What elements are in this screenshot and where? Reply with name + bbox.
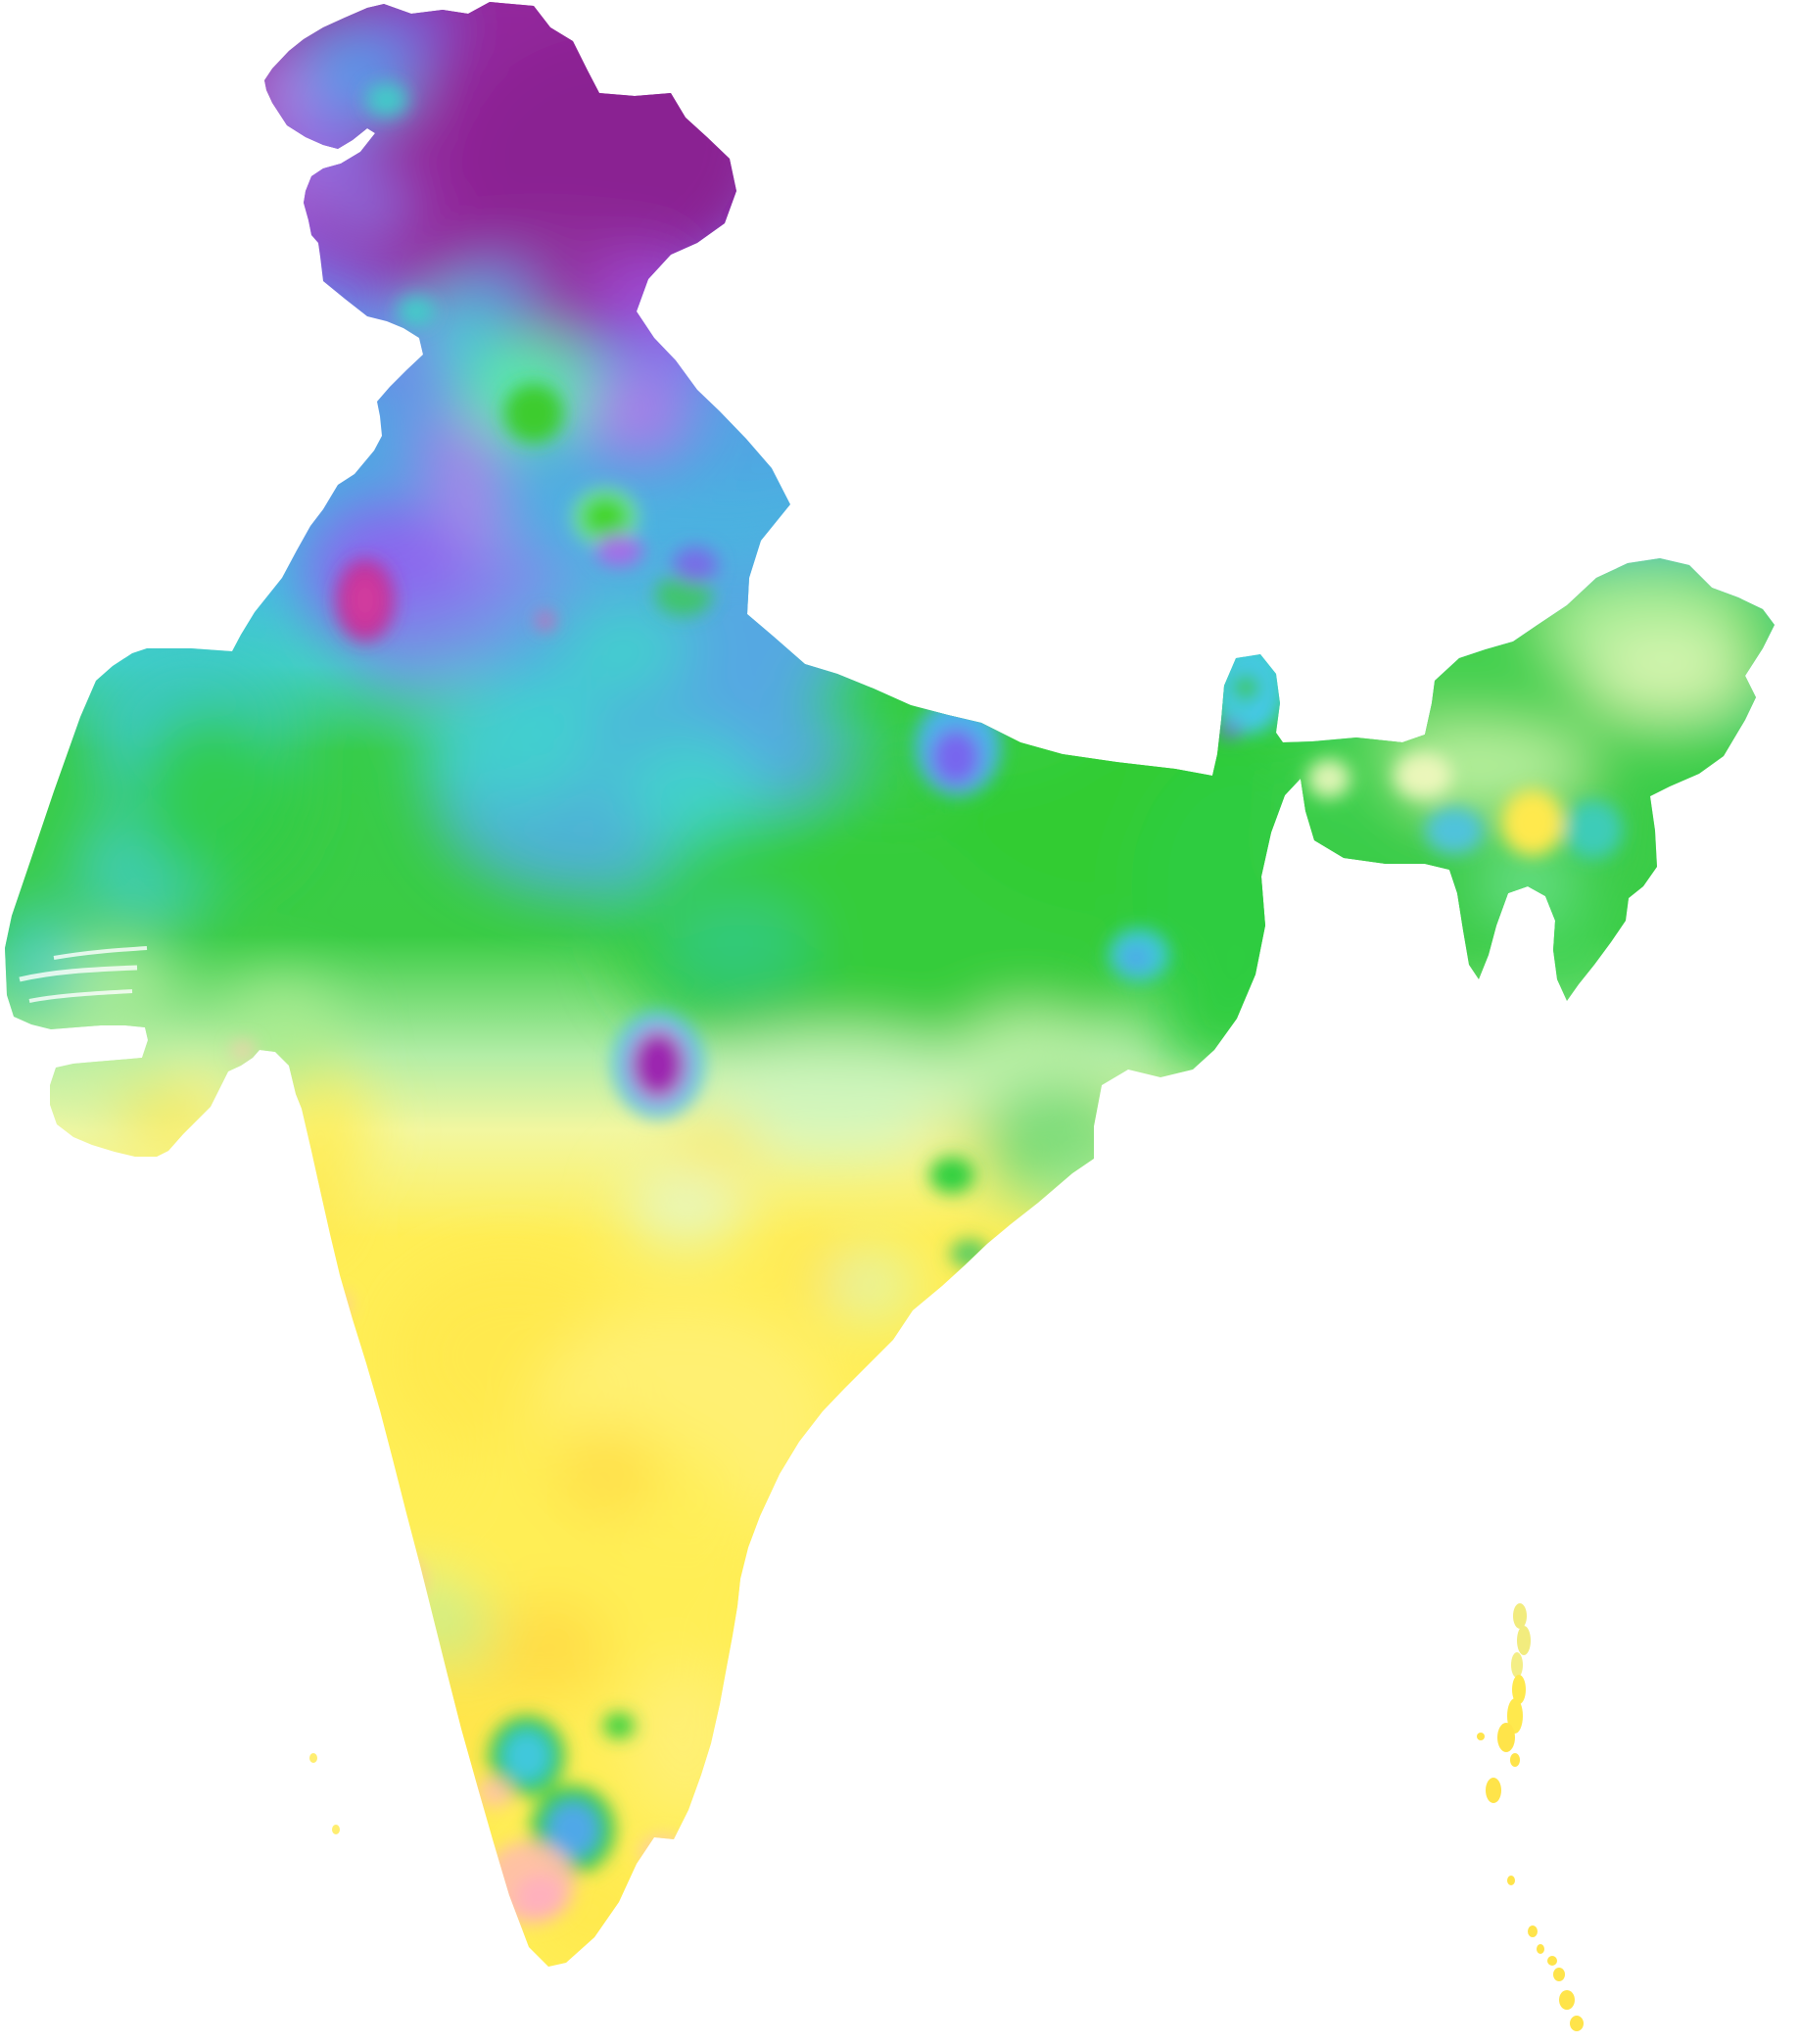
heat-blob xyxy=(47,1038,188,1101)
heat-blob xyxy=(929,1157,974,1194)
heat-blob xyxy=(563,604,690,692)
heat-blob xyxy=(1228,708,1246,724)
heat-blob xyxy=(1046,1156,1148,1238)
heat-blob xyxy=(1559,1990,1575,2010)
heat-blob xyxy=(1510,1753,1520,1767)
heat-blob xyxy=(1564,800,1623,859)
heat-blob xyxy=(1121,945,1151,971)
heat-blob xyxy=(1497,1723,1515,1752)
heat-blob xyxy=(1477,1733,1485,1740)
heat-blob xyxy=(1231,675,1260,700)
heat-blob xyxy=(1317,803,1464,866)
heat-blob xyxy=(232,1041,254,1059)
heat-blob xyxy=(603,1713,635,1738)
heat-blob xyxy=(594,534,643,567)
heat-blob xyxy=(1156,960,1293,1077)
heat-blob xyxy=(627,1665,744,1822)
heat-blob xyxy=(1501,789,1564,856)
heat-blob xyxy=(1528,1925,1538,1937)
heat-blob xyxy=(830,1254,913,1316)
heat-blob xyxy=(264,1156,347,1258)
heat-blob xyxy=(1537,1944,1544,1954)
heat-blob xyxy=(332,1825,340,1834)
heat-blob xyxy=(1219,719,1241,738)
heat-blob xyxy=(931,729,980,785)
heat-blob xyxy=(397,296,436,327)
heat-blob xyxy=(546,1801,599,1858)
heat-blob xyxy=(1512,1675,1526,1704)
heat-blob xyxy=(582,497,629,538)
heat-blob xyxy=(1507,1876,1515,1885)
heat-blob xyxy=(950,1239,989,1268)
heat-blob xyxy=(309,1753,317,1763)
heat-blob xyxy=(380,331,443,384)
heat-blob xyxy=(488,1599,609,1701)
heat-blob xyxy=(515,1875,566,1920)
heat-blob xyxy=(673,547,718,584)
heat-blob xyxy=(1570,2016,1584,2031)
heat-blob xyxy=(1394,752,1452,799)
heat-blob xyxy=(325,1294,351,1315)
heat-blob xyxy=(594,250,702,338)
heat-blob xyxy=(1523,898,1611,1006)
heat-blob xyxy=(1425,807,1484,854)
heat-blob xyxy=(1517,1626,1531,1655)
heat-blob xyxy=(640,1836,686,1870)
heat-blob xyxy=(1486,1778,1501,1803)
heat-blob xyxy=(360,1553,423,1606)
heat-blob xyxy=(476,1778,513,1807)
heat-blob xyxy=(556,1433,658,1515)
heat-blob xyxy=(632,1031,685,1098)
heat-blob xyxy=(715,534,970,661)
heat-blob xyxy=(1484,852,1572,915)
heat-blob xyxy=(676,1031,989,1153)
heat-blob xyxy=(328,171,406,240)
heat-blob xyxy=(250,54,308,132)
heat-blob xyxy=(922,1117,984,1165)
heat-blob xyxy=(349,576,382,625)
heat-blob xyxy=(502,1730,551,1783)
salt-marsh-streak xyxy=(28,989,133,1003)
heat-blob xyxy=(1507,1698,1523,1734)
heat-blob xyxy=(655,575,712,616)
heat-blob xyxy=(661,891,808,993)
heat-blob xyxy=(262,150,325,213)
heat-blob xyxy=(5,901,81,1009)
heat-blob xyxy=(580,366,693,460)
heat-blob xyxy=(129,705,302,885)
heat-blob xyxy=(367,2,455,59)
heat-blob xyxy=(1288,737,1415,820)
heat-blob xyxy=(390,1572,452,1625)
salt-marsh-streak xyxy=(19,965,138,982)
salt-marsh-streak xyxy=(53,946,148,960)
heat-blob xyxy=(1547,1956,1557,1966)
heat-layer-soft xyxy=(5,2,1775,1963)
heat-blob xyxy=(497,666,599,748)
heat-blob xyxy=(1586,637,1753,719)
heat-blob xyxy=(1511,1652,1523,1678)
andaman-nicobar-lakshadweep-islands xyxy=(309,1603,1584,2031)
heat-blob xyxy=(504,384,563,443)
heat-blob xyxy=(223,979,345,1081)
heat-blob xyxy=(1265,603,1291,646)
heat-blob xyxy=(537,612,554,630)
heat-blob xyxy=(1553,1968,1565,1981)
heat-blob xyxy=(625,1165,746,1248)
heat-blob xyxy=(365,82,408,118)
heat-blob xyxy=(1307,759,1350,798)
heat-blob xyxy=(1513,1603,1527,1629)
rann-white-streaks xyxy=(19,946,148,1003)
